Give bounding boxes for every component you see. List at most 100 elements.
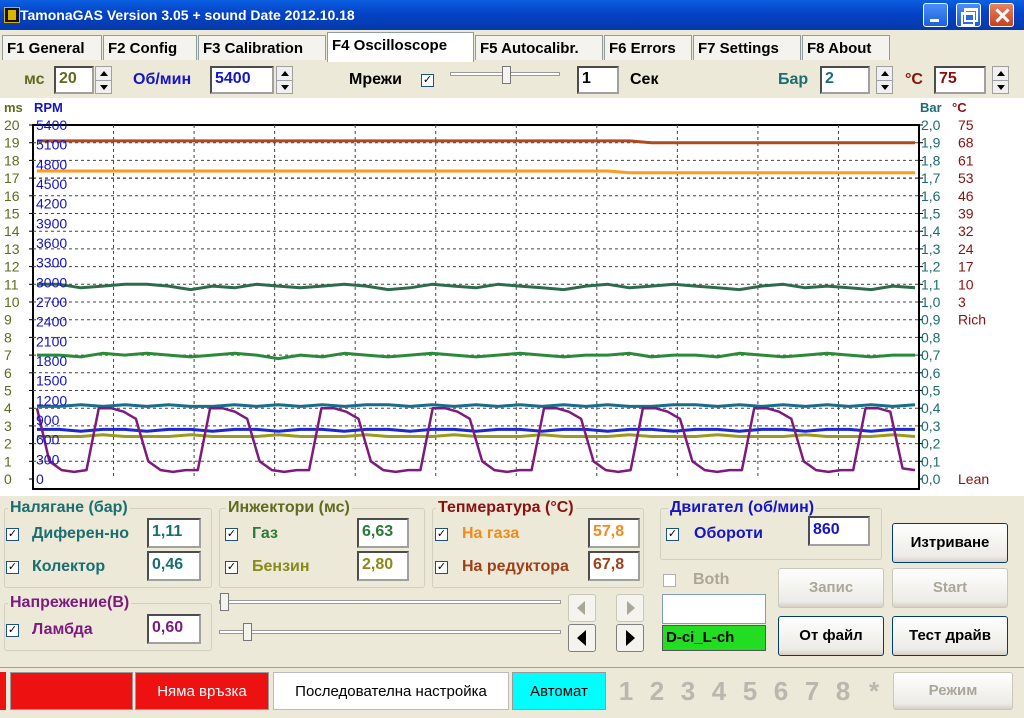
tab-oscilloscope[interactable]: F4 Oscilloscope	[327, 32, 474, 62]
tick-label: 10	[4, 294, 20, 310]
scroll-slider-1-track[interactable]	[219, 600, 561, 604]
seconds-input[interactable]: 1	[577, 66, 619, 94]
tab-errors[interactable]: F6 Errors	[604, 35, 692, 60]
scroll-slider-1-thumb[interactable]	[220, 593, 229, 611]
rpm-stepper[interactable]	[276, 66, 293, 94]
tick-label: 5	[4, 383, 12, 399]
step-right-button[interactable]	[616, 624, 644, 652]
cylinder-3-button[interactable]: 3	[680, 676, 696, 706]
gas-temp-checkbox[interactable]: ✓	[435, 528, 448, 541]
step-right-disabled-button[interactable]	[616, 594, 644, 622]
tab-calibration[interactable]: F3 Calibration	[198, 35, 326, 60]
temperature-group-title: Тепмература (°C)	[436, 499, 576, 517]
from-file-button[interactable]: От файл	[778, 616, 884, 656]
scroll-slider-2-track[interactable]	[219, 630, 561, 634]
tick-label: 75	[958, 117, 974, 133]
lambda-value: 0,60	[147, 614, 201, 644]
cylinder-5-button[interactable]: 5	[742, 676, 758, 706]
lambda-checkbox[interactable]: ✓	[6, 624, 19, 637]
engine-rpm-value: 860	[808, 516, 870, 546]
tick-label: 1800	[36, 353, 67, 369]
petrol-injector-checkbox[interactable]: ✓	[225, 561, 238, 574]
tab-settings[interactable]: F7 Settings	[693, 35, 801, 60]
reducer-temp-checkbox[interactable]: ✓	[435, 561, 448, 574]
engine-rpm-label: Обороти	[694, 525, 763, 542]
tab-about[interactable]: F8 About	[802, 35, 890, 60]
timebase-slider-thumb[interactable]	[502, 66, 511, 84]
temp-label: °C	[905, 71, 923, 88]
rpm-axis-unit: RPM	[34, 100, 63, 115]
tick-label: 4200	[36, 196, 67, 212]
cylinder-7-button[interactable]: 7	[804, 676, 820, 706]
tick-label: 7	[4, 347, 12, 363]
minimize-button[interactable]	[923, 3, 948, 27]
tick-label: 600	[36, 432, 60, 448]
tab-general[interactable]: F1 General	[2, 35, 102, 60]
series-group	[35, 139, 916, 474]
tick-label: 53	[958, 170, 974, 186]
arrow-right-icon	[627, 601, 635, 615]
gas-injector-label: Газ	[252, 525, 278, 542]
manifold-label: Колектор	[32, 558, 106, 575]
scroll-slider-2-thumb[interactable]	[243, 623, 252, 641]
tick-labels: 2019181716151413121110987654321054005100…	[4, 117, 989, 487]
tick-label: 15	[4, 206, 20, 222]
title-bar: TamonaGAS Version 3.05 + sound Date 2012…	[0, 0, 1024, 30]
statusbar-divider	[0, 667, 1024, 668]
ms-input[interactable]: 20	[54, 66, 94, 94]
engine-rpm-checkbox[interactable]: ✓	[666, 528, 679, 541]
step-left-disabled-button[interactable]	[568, 594, 596, 622]
tick-label: 46	[958, 188, 974, 204]
tick-label: 1,4	[921, 223, 941, 239]
tab-config[interactable]: F2 Config	[103, 35, 197, 60]
record-button[interactable]: Запис	[778, 568, 884, 608]
start-button[interactable]: Start	[892, 568, 1008, 608]
both-checkbox[interactable]	[663, 574, 676, 587]
bar-stepper[interactable]	[876, 66, 893, 94]
step-left-button[interactable]	[568, 624, 596, 652]
cylinder-4-button[interactable]: 4	[711, 676, 727, 706]
series-line-7	[35, 406, 916, 474]
tick-label: 300	[36, 451, 60, 467]
tick-label: 2700	[36, 294, 67, 310]
all-cylinders-button[interactable]: *	[868, 676, 880, 706]
temp-axis-unit: °C	[952, 100, 967, 115]
tick-label: 1500	[36, 373, 67, 389]
close-button[interactable]	[989, 3, 1014, 27]
ms-stepper[interactable]	[95, 66, 112, 94]
mode-button[interactable]: Режим	[893, 672, 1013, 710]
both-label: Both	[693, 571, 730, 588]
tick-label: 0,9	[921, 312, 941, 328]
manifold-checkbox[interactable]: ✓	[6, 561, 19, 574]
maximize-button[interactable]	[956, 3, 981, 27]
cylinder-8-button[interactable]: 8	[835, 676, 851, 706]
tick-label: 19	[4, 135, 20, 151]
injectors-group-title: Инжектори (мс)	[226, 499, 352, 517]
file-name-input[interactable]	[662, 594, 766, 624]
grid-checkbox[interactable]: ✓	[421, 74, 434, 87]
erase-button[interactable]: Изтриване	[892, 523, 1008, 563]
tab-autocalibr[interactable]: F5 Autocalibr.	[475, 35, 603, 60]
temp-input[interactable]: 75	[934, 66, 986, 94]
tick-label: 11	[4, 276, 19, 292]
gas-injector-checkbox[interactable]: ✓	[225, 528, 238, 541]
bar-input[interactable]: 2	[820, 66, 870, 94]
tick-label: 1,2	[921, 259, 941, 275]
arrow-left-icon	[577, 601, 585, 615]
tick-label: 0,0	[921, 471, 941, 487]
tick-label: 1	[4, 453, 12, 469]
temp-stepper[interactable]	[992, 66, 1009, 94]
rpm-input[interactable]: 5400	[210, 66, 274, 94]
tick-label: 14	[4, 223, 20, 239]
arrow-left-icon	[577, 630, 586, 646]
cylinder-1-button[interactable]: 1	[618, 676, 634, 706]
diff-checkbox[interactable]: ✓	[6, 528, 19, 541]
tick-label: 3000	[36, 274, 67, 290]
series-line-1	[37, 169, 915, 175]
file-name-display: D-ci_L-ch	[662, 625, 766, 651]
test-drive-button[interactable]: Тест драйв	[892, 616, 1008, 656]
tick-label: 0,2	[921, 436, 941, 452]
cylinder-2-button[interactable]: 2	[649, 676, 665, 706]
tick-label: 2400	[36, 314, 67, 330]
cylinder-6-button[interactable]: 6	[773, 676, 789, 706]
